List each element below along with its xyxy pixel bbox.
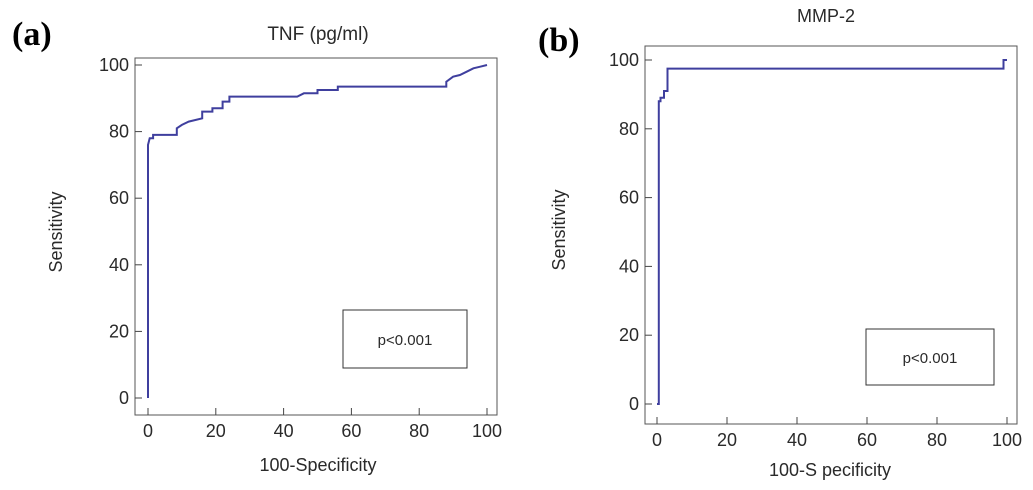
chart-b-xtick-label: 20 <box>717 430 737 450</box>
chart-b-ytick-label: 80 <box>619 119 639 139</box>
chart-a-xtick-label: 100 <box>472 421 502 441</box>
panel-a-letter: (a) <box>12 16 52 53</box>
chart-a-xtick-label: 20 <box>206 421 226 441</box>
chart-b-ytick-label: 20 <box>619 325 639 345</box>
chart-a-ytick-label: 0 <box>119 388 129 408</box>
chart-a-ytick-label: 80 <box>109 122 129 142</box>
chart-b-ytick-label: 0 <box>629 394 639 414</box>
chart-a-ytick-label: 20 <box>109 321 129 341</box>
chart-b-xtick-label: 80 <box>927 430 947 450</box>
chart-a-xtick-label: 0 <box>143 421 153 441</box>
chart-a-ytick-label: 100 <box>99 55 129 75</box>
chart-a-roc-curve <box>147 64 488 398</box>
panel-a: (a) TNF (pg/ml) 100-Specificity Sensitiv… <box>12 16 502 475</box>
chart-a-xticks: 0 20 40 60 80 100 <box>143 408 502 441</box>
chart-b-annotation: p<0.001 <box>903 350 958 367</box>
chart-a-ylabel: Sensitivity <box>46 191 66 272</box>
panel-b-letter: (b) <box>538 22 580 59</box>
chart-b-xlabel: 100-S pecificity <box>769 460 891 480</box>
chart-b-title: MMP-2 <box>797 6 855 26</box>
chart-a-ytick-label: 60 <box>109 188 129 208</box>
chart-a-xtick-label: 60 <box>341 421 361 441</box>
chart-a-title: TNF (pg/ml) <box>267 24 368 45</box>
chart-b-ytick-label: 60 <box>619 188 639 208</box>
chart-b-roc-curve <box>657 59 1007 405</box>
chart-a-annotation-box <box>342 309 468 369</box>
chart-a-xtick-label: 40 <box>274 421 294 441</box>
chart-b-xtick-label: 0 <box>652 430 662 450</box>
chart-b-yticks: 0 20 40 60 80 100 <box>609 50 652 414</box>
panel-b: (b) MMP-2 100-S pecificity Sensitivity 0… <box>538 6 1022 480</box>
chart-a-xtick-label: 80 <box>409 421 429 441</box>
chart-b-ylabel: Sensitivity <box>549 189 569 270</box>
chart-b-ytick-label: 100 <box>609 50 639 70</box>
chart-a-frame <box>134 57 498 416</box>
chart-a-yticks: 0 20 40 60 80 100 <box>99 55 142 408</box>
chart-b-xtick-label: 60 <box>857 430 877 450</box>
chart-b-frame <box>644 45 1018 425</box>
chart-b-xticks: 0 20 40 60 80 100 <box>652 417 1022 450</box>
chart-a-xlabel: 100-Specificity <box>259 455 376 475</box>
chart-b-annotation-box <box>865 328 995 386</box>
chart-b-xtick-label: 100 <box>992 430 1022 450</box>
chart-a-annotation: p<0.001 <box>378 332 433 349</box>
chart-a-ytick-label: 40 <box>109 255 129 275</box>
chart-b-xtick-label: 40 <box>787 430 807 450</box>
chart-b-ytick-label: 40 <box>619 256 639 276</box>
